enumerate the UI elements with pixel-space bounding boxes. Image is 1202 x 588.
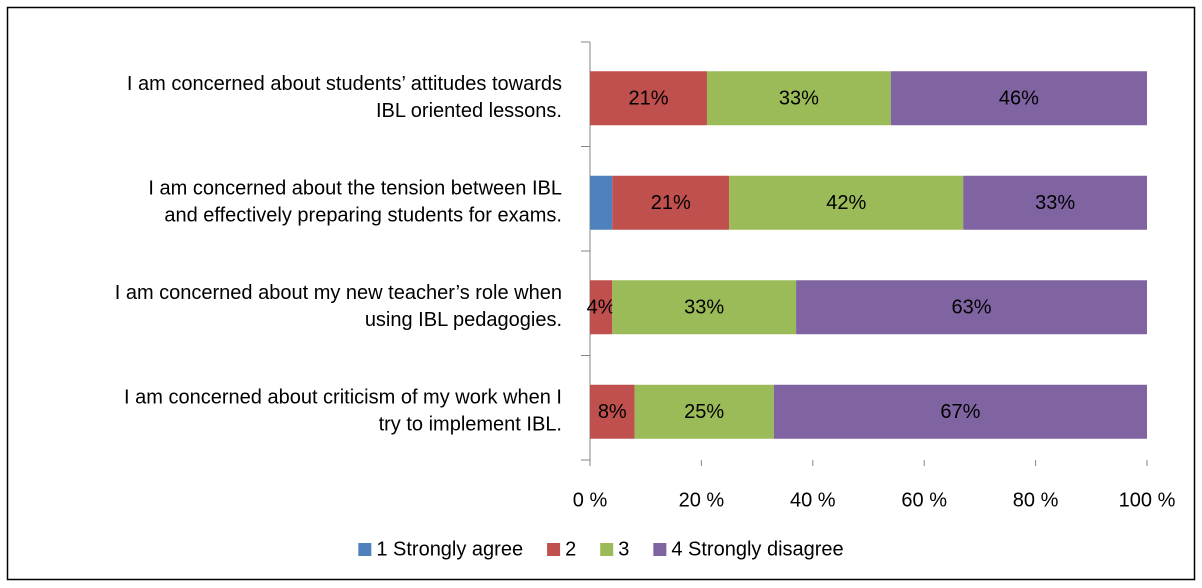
x-tick-label: 20 %: [679, 489, 725, 511]
value-label: 21%: [628, 88, 668, 110]
bar-segment: [590, 71, 707, 126]
legend-swatch: [600, 543, 614, 556]
x-tick-label: 60 %: [901, 489, 947, 511]
category-label: I am concerned about students’ attitudes…: [127, 73, 562, 95]
legend-swatch: [358, 543, 372, 556]
value-label: 67%: [940, 401, 980, 423]
x-tick-label: 80 %: [1013, 489, 1059, 511]
legend-label: 3: [618, 538, 629, 560]
bar-segment: [590, 280, 613, 335]
bar-segment: [890, 71, 1147, 126]
bar-segment: [729, 175, 964, 230]
value-label: 25%: [684, 401, 724, 423]
value-label: 33%: [1035, 192, 1075, 214]
category-label: I am concerned about criticism of my wor…: [124, 387, 562, 409]
value-label: 4%: [587, 297, 616, 319]
x-tick-label: 0 %: [573, 489, 608, 511]
category-label: I am concerned about the tension between…: [148, 178, 562, 200]
bar-segment: [612, 175, 730, 230]
legend-label: 1 Strongly agree: [376, 538, 523, 560]
value-label: 33%: [684, 297, 724, 319]
bar-segment: [590, 384, 635, 439]
value-label: 33%: [779, 88, 819, 110]
value-label: 21%: [651, 192, 691, 214]
legend-label: 4 Strongly disagree: [671, 538, 843, 560]
x-tick-label: 100 %: [1119, 489, 1176, 511]
category-label: and effectively preparing students for e…: [164, 205, 562, 227]
legend-swatch: [547, 543, 561, 556]
bar-segment: [796, 280, 1147, 335]
bar-segment: [612, 280, 797, 335]
legend-swatch: [653, 543, 667, 556]
value-label: 42%: [826, 192, 866, 214]
category-label: I am concerned about my new teacher’s ro…: [115, 282, 562, 304]
x-tick-label: 40 %: [790, 489, 836, 511]
bar-segment: [963, 175, 1147, 230]
category-label: using IBL pedagogies.: [365, 309, 562, 331]
category-label: try to implement IBL.: [379, 414, 562, 436]
category-label: IBL oriented lessons.: [376, 100, 562, 122]
bar-segment: [773, 384, 1147, 439]
value-label: 8%: [598, 401, 627, 423]
legend-label: 2: [565, 538, 576, 560]
value-label: 46%: [999, 88, 1039, 110]
bar-segment: [590, 175, 613, 230]
value-label: 63%: [952, 297, 992, 319]
bar-segment: [706, 71, 891, 126]
bar-segment: [634, 384, 774, 439]
